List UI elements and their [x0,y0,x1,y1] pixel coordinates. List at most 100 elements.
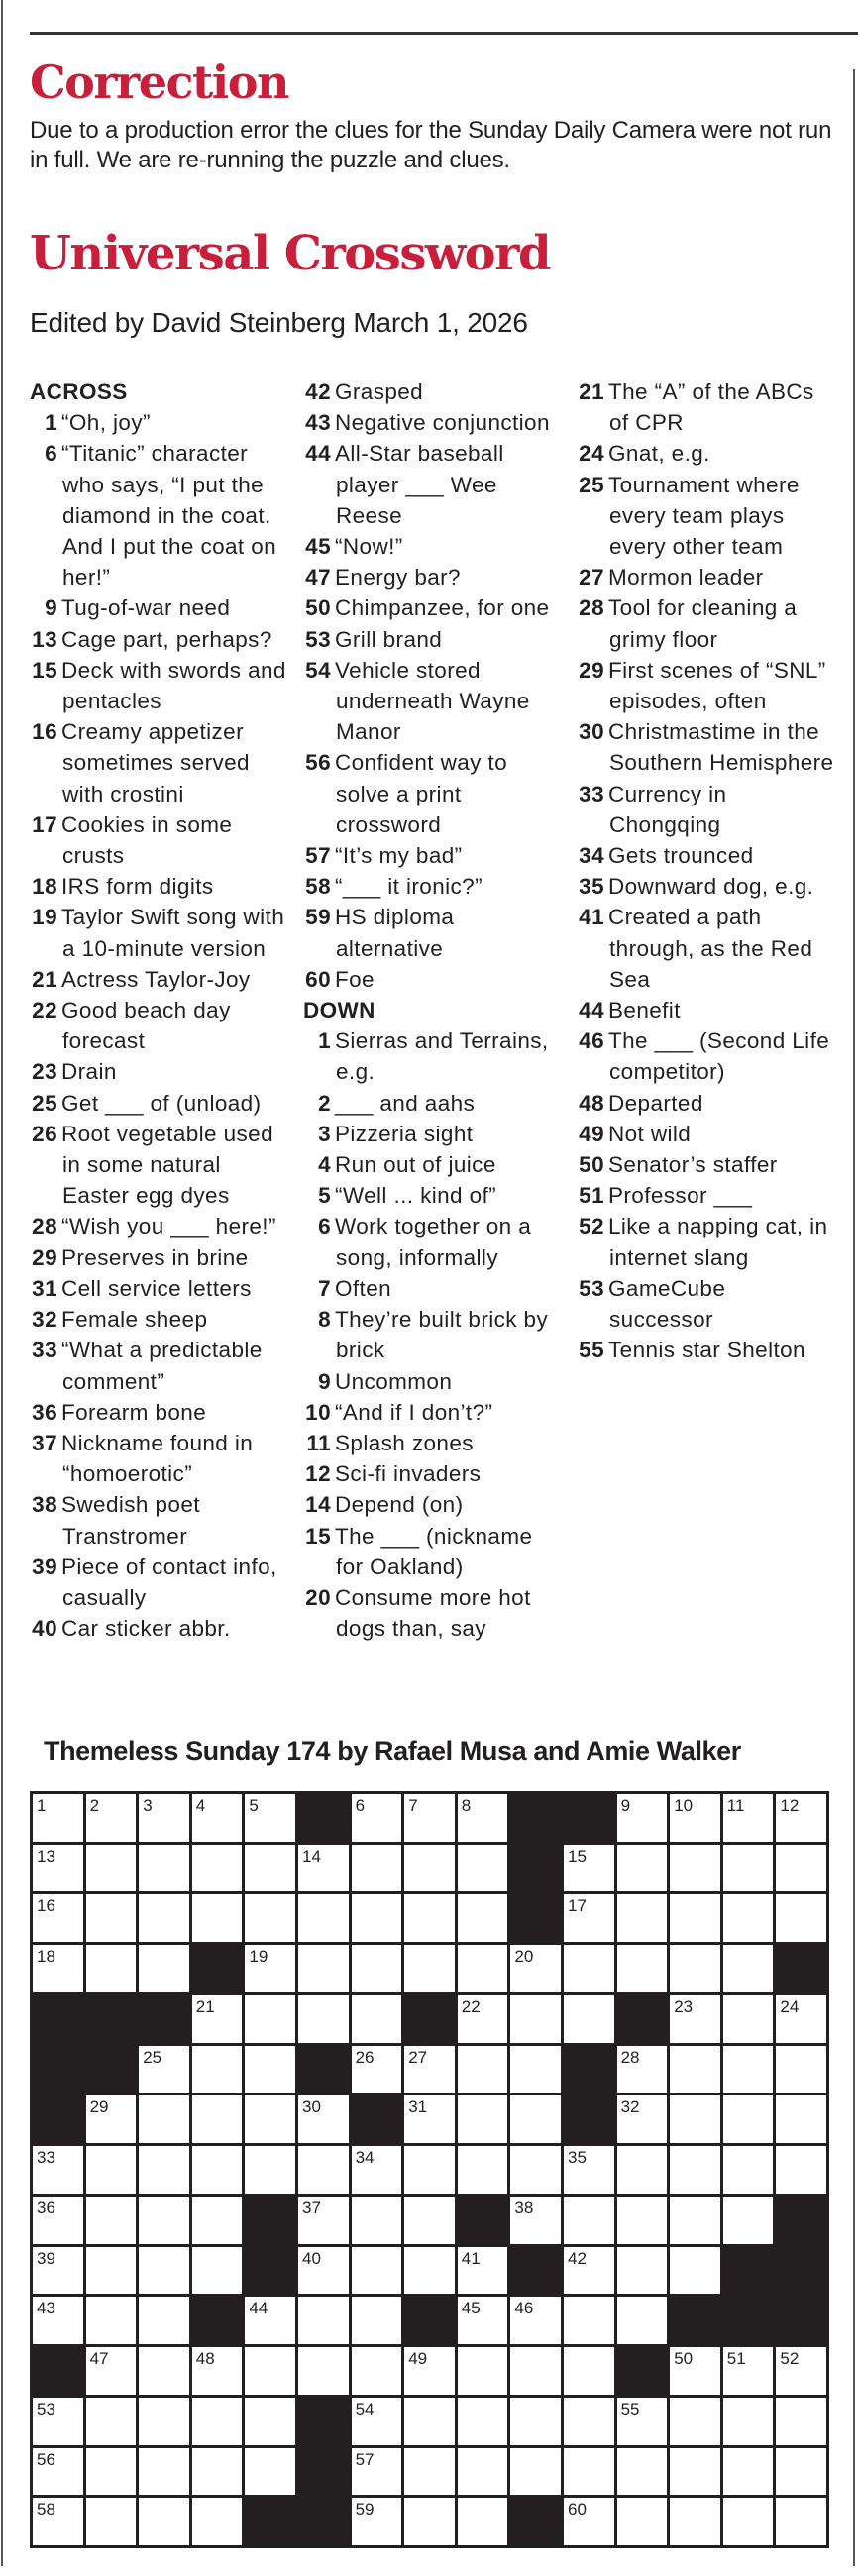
grid-cell[interactable] [457,2498,508,2545]
grid-cell[interactable] [139,2447,189,2496]
grid-cell[interactable]: 40 [297,2246,349,2295]
grid-cell[interactable] [563,2297,614,2345]
grid-cell[interactable] [85,2196,137,2244]
grid-cell[interactable] [776,2095,826,2144]
grid-cell[interactable] [722,2146,774,2194]
grid-cell[interactable] [139,2246,189,2295]
grid-cell[interactable] [139,2397,189,2445]
grid-cell[interactable] [670,2045,720,2093]
grid-cell[interactable] [191,2498,243,2545]
grid-cell[interactable] [191,2246,243,2295]
grid-cell[interactable]: 20 [510,1945,561,1992]
grid-cell[interactable]: 26 [351,2045,402,2093]
grid-cell[interactable] [776,1894,826,1943]
grid-cell[interactable]: 36 [33,2196,83,2244]
grid-cell[interactable]: 19 [245,1945,295,1992]
grid-cell[interactable]: 34 [351,2146,402,2194]
grid-cell[interactable]: 16 [33,1894,83,1943]
grid-cell[interactable] [191,2146,243,2194]
grid-cell[interactable]: 32 [616,2095,668,2144]
grid-cell[interactable]: 44 [245,2297,295,2345]
grid-cell[interactable]: 29 [85,2095,137,2144]
grid-cell[interactable] [139,2095,189,2144]
grid-cell[interactable]: 5 [245,1794,295,1842]
grid-cell[interactable] [351,1844,402,1892]
grid-cell[interactable] [722,2498,774,2545]
grid-cell[interactable] [776,2397,826,2445]
grid-cell[interactable] [776,2498,826,2545]
grid-cell[interactable]: 17 [563,1894,614,1943]
grid-cell[interactable] [563,2347,614,2395]
grid-cell[interactable] [457,2397,508,2445]
grid-cell[interactable] [85,1894,137,1943]
grid-cell[interactable] [457,1894,508,1943]
grid-cell[interactable]: 52 [776,2347,826,2395]
grid-cell[interactable]: 7 [404,1794,455,1842]
grid-cell[interactable] [85,2297,137,2345]
grid-cell[interactable] [616,1844,668,1892]
grid-cell[interactable] [776,1844,826,1892]
grid-cell[interactable] [670,2397,720,2445]
grid-cell[interactable]: 28 [616,2045,668,2093]
grid-cell[interactable] [616,2196,668,2244]
grid-cell[interactable]: 49 [404,2347,455,2395]
grid-cell[interactable]: 11 [722,1794,774,1842]
grid-cell[interactable] [457,2146,508,2194]
grid-cell[interactable]: 4 [191,1794,243,1842]
grid-cell[interactable]: 25 [139,2045,189,2093]
grid-cell[interactable] [404,2146,455,2194]
grid-cell[interactable]: 54 [351,2397,402,2445]
grid-cell[interactable]: 38 [510,2196,561,2244]
grid-cell[interactable]: 3 [139,1794,189,1842]
grid-cell[interactable] [351,2297,402,2345]
grid-cell[interactable] [297,1994,349,2043]
grid-cell[interactable] [670,2246,720,2295]
grid-cell[interactable] [722,1844,774,1892]
grid-cell[interactable] [85,1844,137,1892]
grid-cell[interactable]: 53 [33,2397,83,2445]
grid-cell[interactable] [722,1945,774,1992]
grid-cell[interactable] [351,2196,402,2244]
grid-cell[interactable] [670,2196,720,2244]
grid-cell[interactable]: 23 [670,1994,720,2043]
grid-cell[interactable]: 10 [670,1794,720,1842]
grid-cell[interactable] [510,1994,561,2043]
grid-cell[interactable]: 51 [722,2347,774,2395]
grid-cell[interactable] [616,2447,668,2496]
grid-cell[interactable] [139,1945,189,1992]
grid-cell[interactable]: 35 [563,2146,614,2194]
grid-cell[interactable]: 42 [563,2246,614,2295]
grid-cell[interactable] [563,2397,614,2445]
grid-cell[interactable] [191,2447,243,2496]
grid-cell[interactable]: 39 [33,2246,83,2295]
grid-cell[interactable]: 27 [404,2045,455,2093]
grid-cell[interactable] [245,1844,295,1892]
grid-cell[interactable] [404,1894,455,1943]
grid-cell[interactable] [85,2246,137,2295]
grid-cell[interactable] [297,2297,349,2345]
grid-cell[interactable] [351,1994,402,2043]
grid-cell[interactable]: 45 [457,2297,508,2345]
grid-cell[interactable] [722,2447,774,2496]
grid-cell[interactable] [722,2397,774,2445]
grid-cell[interactable] [670,1945,720,1992]
grid-cell[interactable]: 6 [351,1794,402,1842]
grid-cell[interactable]: 60 [563,2498,614,2545]
grid-cell[interactable] [351,1894,402,1943]
grid-cell[interactable] [404,2498,455,2545]
grid-cell[interactable] [670,2447,720,2496]
grid-cell[interactable] [85,2146,137,2194]
grid-cell[interactable] [563,2196,614,2244]
grid-cell[interactable] [139,2196,189,2244]
grid-cell[interactable] [457,2095,508,2144]
grid-cell[interactable] [457,1945,508,1992]
grid-cell[interactable] [404,1945,455,1992]
grid-cell[interactable] [85,1945,137,1992]
grid-cell[interactable] [245,2447,295,2496]
grid-cell[interactable] [722,2045,774,2093]
grid-cell[interactable] [510,2146,561,2194]
grid-cell[interactable] [616,1894,668,1943]
grid-cell[interactable] [139,2498,189,2545]
grid-cell[interactable] [563,2447,614,2496]
grid-cell[interactable] [297,1945,349,1992]
